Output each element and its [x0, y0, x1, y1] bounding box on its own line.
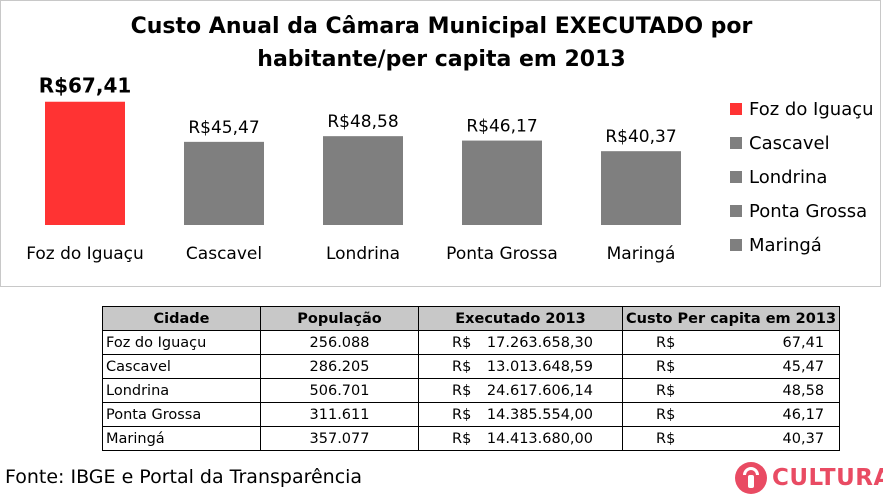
x-tick-label-4: Maringá: [607, 244, 676, 264]
header-executado: Executado 2013: [418, 306, 623, 331]
legend-item-4: Maringá: [730, 234, 822, 256]
header-cidade: Cidade: [102, 306, 261, 331]
cell-city: Cascavel: [102, 354, 261, 379]
legend-label: Foz do Iguaçu: [749, 98, 874, 120]
cell-per-capita: R$ 40,37: [621, 426, 841, 451]
legend-swatch: [730, 137, 742, 149]
cell-population: 311.611: [260, 402, 419, 427]
chart-panel: Custo Anual da Câmara Municipal EXECUTAD…: [0, 0, 881, 287]
legend-swatch: [730, 239, 742, 251]
amount: 14.385.554,00: [486, 406, 593, 423]
currency-symbol: R$: [452, 406, 472, 423]
bar-2: [323, 136, 403, 225]
data-label-3: R$46,17: [466, 117, 537, 137]
legend-swatch: [730, 171, 742, 183]
x-tick-label-0: Foz do Iguaçu: [26, 244, 144, 264]
legend-label: Maringá: [749, 234, 822, 256]
x-tick-label-2: Londrina: [326, 244, 400, 264]
bar-0: [45, 101, 125, 225]
cultura-logo: CULTURA: [735, 461, 883, 495]
bar-chart: R$67,41 Foz do Iguaçu R$45,47 Cascavel R$48,…: [26, 74, 681, 264]
data-label-4: R$40,37: [605, 127, 676, 147]
currency-symbol: R$: [452, 430, 472, 447]
chart-title-line-2: habitante/per capita em 2013: [257, 47, 626, 72]
source-note: Fonte: IBGE e Portal da Transparência: [5, 466, 363, 488]
cell-per-capita: R$ 45,47: [621, 354, 841, 379]
cell-executed: R$ 14.385.554,00: [418, 402, 623, 427]
header-populacao: População: [260, 306, 419, 331]
currency-symbol: R$: [656, 430, 676, 447]
legend-item-3: Ponta Grossa: [730, 200, 867, 222]
cell-per-capita: R$ 46,17: [621, 402, 841, 427]
legend-label: Cascavel: [749, 132, 830, 154]
amount: 67,41: [782, 334, 825, 351]
header-per-capita: Custo Per capita em 2013: [621, 306, 841, 331]
logo-text: CULTURA: [772, 465, 883, 491]
amount: 14.413.680,00: [486, 430, 593, 447]
bar-3: [462, 140, 542, 225]
legend-label: Londrina: [749, 166, 828, 188]
cell-per-capita: R$ 67,41: [621, 330, 841, 355]
cell-executed: R$ 14.413.680,00: [418, 426, 623, 451]
cell-city: Maringá: [102, 426, 261, 451]
amount: 17.263.658,30: [486, 334, 593, 351]
legend-swatch: [730, 103, 742, 115]
cell-population: 357.077: [260, 426, 419, 451]
amount: 24.617.606,14: [486, 382, 593, 399]
data-table: Cidade População Executado 2013 Custo Pe…: [102, 306, 841, 451]
amount: 13.013.648,59: [486, 358, 593, 375]
cell-population: 506.701: [260, 378, 419, 403]
currency-symbol: R$: [656, 334, 676, 351]
currency-symbol: R$: [656, 382, 676, 399]
cell-per-capita: R$ 48,58: [621, 378, 841, 403]
amount: 46,17: [782, 406, 825, 423]
bar-1: [184, 141, 264, 225]
legend-item-1: Cascavel: [730, 132, 830, 154]
cell-executed: R$ 24.617.606,14: [418, 378, 623, 403]
bar-4: [601, 151, 681, 225]
cell-city: Londrina: [102, 378, 261, 403]
legend-label: Ponta Grossa: [749, 200, 868, 222]
table-row: Maringá 357.077 R$ 14.413.680,00 R$ 40,37: [102, 426, 841, 451]
microphone-icon: [735, 462, 767, 494]
chart-title-line-1: Custo Anual da Câmara Municipal EXECUTAD…: [130, 14, 753, 39]
currency-symbol: R$: [656, 406, 676, 423]
table-row: Cascavel 286.205 R$ 13.013.648,59 R$ 45,47: [102, 354, 841, 379]
cell-executed: R$ 17.263.658,30: [418, 330, 623, 355]
table-row: Londrina 506.701 R$ 24.617.606,14 R$ 48,58: [102, 378, 841, 403]
cell-city: Ponta Grossa: [102, 402, 261, 427]
amount: 45,47: [782, 358, 825, 375]
currency-symbol: R$: [452, 334, 472, 351]
cell-city: Foz do Iguaçu: [102, 330, 261, 355]
currency-symbol: R$: [452, 358, 472, 375]
table-header-row: Cidade População Executado 2013 Custo Pe…: [102, 306, 841, 331]
amount: 48,58: [782, 382, 825, 399]
table-row: Ponta Grossa 311.611 R$ 14.385.554,00 R$ 46,1…: [102, 402, 841, 427]
currency-symbol: R$: [656, 358, 676, 375]
table-row: Foz do Iguaçu 256.088 R$ 17.263.658,30 R$ 67,…: [102, 330, 841, 355]
x-tick-label-3: Ponta Grossa: [446, 244, 558, 264]
legend-item-2: Londrina: [730, 166, 827, 188]
legend-item-0: Foz do Iguaçu: [730, 98, 874, 120]
cell-population: 286.205: [260, 354, 419, 379]
data-label-0: R$67,41: [39, 74, 132, 98]
currency-symbol: R$: [452, 382, 472, 399]
amount: 40,37: [782, 430, 825, 447]
legend-swatch: [730, 205, 742, 217]
data-label-2: R$48,58: [327, 112, 398, 132]
data-label-1: R$45,47: [188, 118, 259, 138]
x-tick-label-1: Cascavel: [186, 244, 262, 264]
cell-population: 256.088: [260, 330, 419, 355]
cell-executed: R$ 13.013.648,59: [418, 354, 623, 379]
